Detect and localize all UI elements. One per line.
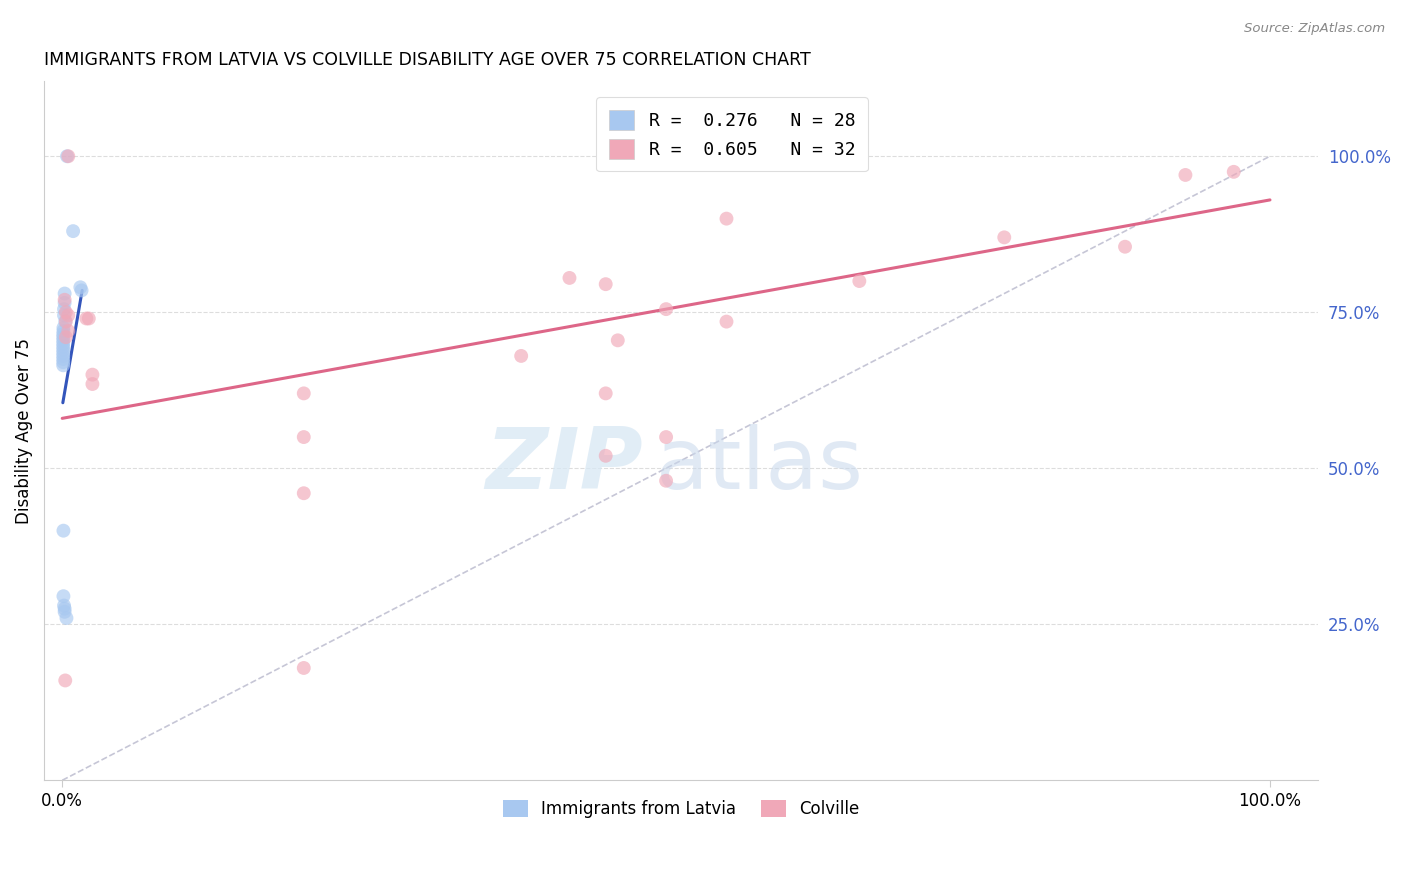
Point <box>53 601 76 615</box>
Point <box>53 286 76 301</box>
Point <box>53 293 76 307</box>
Point <box>52 343 75 357</box>
Point <box>292 386 315 401</box>
Point <box>52 327 75 342</box>
Point <box>52 359 75 373</box>
Point <box>55 611 77 625</box>
Text: IMMIGRANTS FROM LATVIA VS COLVILLE DISABILITY AGE OVER 75 CORRELATION CHART: IMMIGRANTS FROM LATVIA VS COLVILLE DISAB… <box>44 51 811 69</box>
Point <box>53 309 76 323</box>
Point <box>53 599 76 613</box>
Point <box>62 224 84 238</box>
Point <box>52 330 75 344</box>
Point <box>53 673 76 688</box>
Point <box>292 486 315 500</box>
Point <box>848 274 870 288</box>
Point <box>655 474 678 488</box>
Text: Source: ZipAtlas.com: Source: ZipAtlas.com <box>1244 22 1385 36</box>
Point <box>55 315 77 329</box>
Legend: Immigrants from Latvia, Colville: Immigrants from Latvia, Colville <box>496 793 866 824</box>
Point <box>1174 168 1197 182</box>
Point <box>52 324 75 338</box>
Point <box>77 311 100 326</box>
Point <box>52 355 75 369</box>
Point <box>53 296 76 310</box>
Point <box>53 605 76 619</box>
Point <box>993 230 1015 244</box>
Point <box>1114 240 1136 254</box>
Point <box>595 449 617 463</box>
Point <box>655 430 678 444</box>
Point <box>58 309 80 323</box>
Point <box>55 330 77 344</box>
Point <box>56 149 79 163</box>
Point <box>52 334 75 348</box>
Point <box>52 524 75 538</box>
Point <box>82 368 104 382</box>
Point <box>58 324 80 338</box>
Point <box>75 311 97 326</box>
Point <box>52 336 75 351</box>
Point <box>55 305 77 319</box>
Point <box>595 277 617 292</box>
Point <box>53 315 76 329</box>
Point <box>292 430 315 444</box>
Point <box>292 661 315 675</box>
Point <box>510 349 533 363</box>
Text: ZIP: ZIP <box>485 425 643 508</box>
Point <box>52 340 75 354</box>
Point <box>595 386 617 401</box>
Y-axis label: Disability Age Over 75: Disability Age Over 75 <box>15 338 32 524</box>
Point <box>52 352 75 367</box>
Point <box>52 349 75 363</box>
Point <box>82 377 104 392</box>
Point <box>53 302 76 317</box>
Point <box>52 346 75 360</box>
Point <box>716 211 738 226</box>
Point <box>52 589 75 603</box>
Point <box>52 321 75 335</box>
Point <box>70 284 93 298</box>
Point <box>69 280 91 294</box>
Point <box>58 149 80 163</box>
Text: atlas: atlas <box>655 425 863 508</box>
Point <box>716 315 738 329</box>
Point <box>558 271 581 285</box>
Point <box>606 334 628 348</box>
Point <box>1222 165 1244 179</box>
Point <box>655 302 678 317</box>
